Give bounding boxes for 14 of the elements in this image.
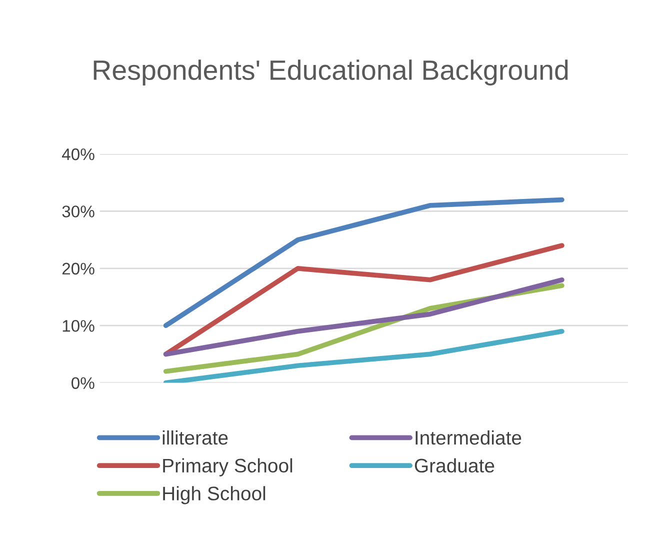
y-tick-label: 40%: [62, 148, 94, 160]
line-series: [163, 277, 564, 357]
y-tick-label: 20%: [62, 262, 94, 275]
y-tick-label: 10%: [62, 320, 94, 332]
legend-label: illiterate: [162, 430, 228, 445]
legend-label: Intermediate: [416, 430, 522, 445]
y-tick-label: 30%: [62, 206, 94, 218]
legend-label: High School: [163, 486, 266, 504]
legend-label: Graduate: [414, 458, 494, 473]
line-series: [163, 328, 564, 383]
y-tick-label: 0%: [72, 377, 94, 389]
chart-title: Respondents' Educational Background: [94, 60, 568, 86]
line-series: [163, 197, 564, 328]
legend-label: Primary School: [163, 458, 292, 476]
